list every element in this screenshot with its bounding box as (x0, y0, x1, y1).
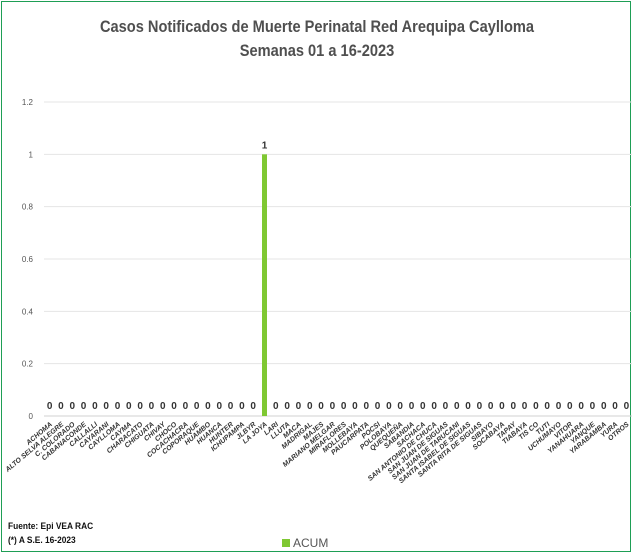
legend-label: ACUM (293, 536, 329, 550)
data-label: 0 (465, 401, 471, 412)
data-label: 0 (92, 401, 98, 412)
data-label: 0 (510, 401, 516, 412)
data-label: 0 (183, 401, 189, 412)
data-label: 0 (556, 401, 562, 412)
data-label: 0 (284, 401, 290, 412)
data-label: 0 (601, 401, 607, 412)
data-label: 0 (375, 401, 381, 412)
data-label: 0 (578, 401, 584, 412)
legend: ACUM (282, 536, 328, 550)
y-tick-label: 1 (29, 150, 34, 159)
y-tick-label: 1.2 (22, 98, 34, 107)
data-label: 0 (499, 401, 505, 412)
data-label: 0 (194, 401, 200, 412)
source-note: Fuente: Epi VEA RAC (8, 521, 94, 532)
data-label: 0 (318, 401, 324, 412)
data-label: 0 (590, 401, 596, 412)
chart-subtitle: Semanas 01 a 16-2023 (239, 41, 395, 60)
data-label: 0 (103, 401, 109, 412)
data-label: 0 (567, 401, 573, 412)
data-label: 0 (612, 401, 618, 412)
data-label: 0 (352, 401, 358, 412)
data-label: 0 (533, 401, 539, 412)
data-label: 0 (47, 401, 53, 412)
data-label: 0 (431, 401, 437, 412)
data-label: 0 (544, 401, 550, 412)
data-label: 0 (363, 401, 369, 412)
data-label: 0 (149, 401, 155, 412)
data-label: 0 (443, 401, 449, 412)
data-label: 0 (216, 401, 222, 412)
y-tick-label: 0.2 (22, 360, 34, 369)
data-label: 0 (307, 401, 313, 412)
y-tick-label: 0.6 (22, 255, 34, 264)
data-label: 0 (205, 401, 211, 412)
y-tick-label: 0.4 (22, 307, 34, 316)
data-label: 0 (454, 401, 460, 412)
data-label: 0 (330, 401, 336, 412)
data-label: 0 (115, 401, 121, 412)
period-note: (*) A S.E. 16-2023 (8, 535, 76, 546)
y-tick-label: 0 (29, 412, 34, 421)
data-label: 0 (386, 401, 392, 412)
y-tick-label: 0.8 (22, 203, 34, 212)
data-label: 0 (477, 401, 483, 412)
data-label: 0 (522, 401, 528, 412)
legend-swatch (282, 539, 290, 547)
data-label: 0 (171, 401, 177, 412)
data-label: 0 (488, 401, 494, 412)
bar (262, 154, 267, 417)
data-label: 0 (160, 401, 166, 412)
data-label: 0 (239, 401, 245, 412)
data-label: 0 (69, 401, 75, 412)
data-label: 0 (341, 401, 347, 412)
data-label: 0 (296, 401, 302, 412)
data-label: 1 (262, 140, 268, 151)
data-label: 0 (250, 401, 256, 412)
data-label: 0 (409, 401, 415, 412)
data-label: 0 (228, 401, 234, 412)
data-label: 0 (126, 401, 132, 412)
data-label: 0 (81, 401, 87, 412)
data-label: 0 (420, 401, 426, 412)
data-label: 0 (624, 401, 630, 412)
data-label: 0 (273, 401, 279, 412)
data-label: 0 (137, 401, 143, 412)
data-label: 0 (397, 401, 403, 412)
chart-title: Casos Notificados de Muerte Perinatal Re… (99, 17, 535, 36)
data-label: 0 (58, 401, 64, 412)
